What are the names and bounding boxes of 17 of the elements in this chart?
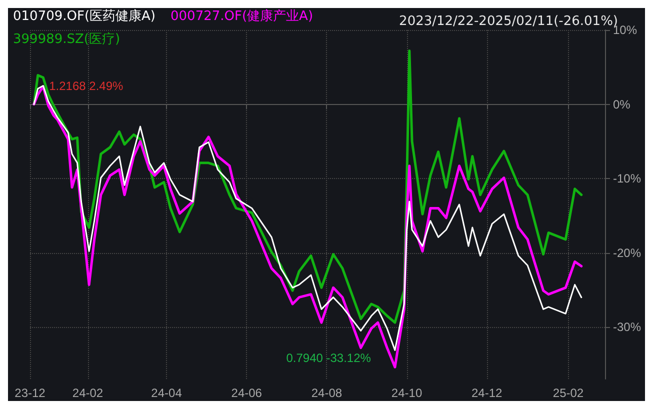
x-tick-label: 25-02 [552, 386, 584, 400]
annotation: 0.7940 -33.12% [286, 351, 372, 366]
y-tick-label: -20% [613, 246, 642, 260]
x-tick-label: 24-02 [72, 386, 104, 400]
y-tick-label: -10% [613, 172, 642, 186]
x-tick-label: 24-10 [391, 386, 422, 400]
annotation: 1.2168 2.49% [49, 78, 124, 93]
x-tick-label: 23-12 [14, 386, 46, 400]
text: 000727.OF(健康产业A) [170, 9, 314, 24]
y-tick-label: 0% [613, 97, 631, 112]
text: 399989.SZ(医疗) [13, 32, 120, 47]
x-tick-label: 24-08 [311, 386, 342, 400]
x-tick-label: 24-04 [151, 386, 182, 400]
x-tick-label: 24-06 [231, 386, 262, 400]
y-tick-label: -30% [613, 320, 642, 334]
text: 010709.OF(医药健康A) [13, 9, 156, 24]
x-tick-label: 24-12 [472, 386, 503, 400]
